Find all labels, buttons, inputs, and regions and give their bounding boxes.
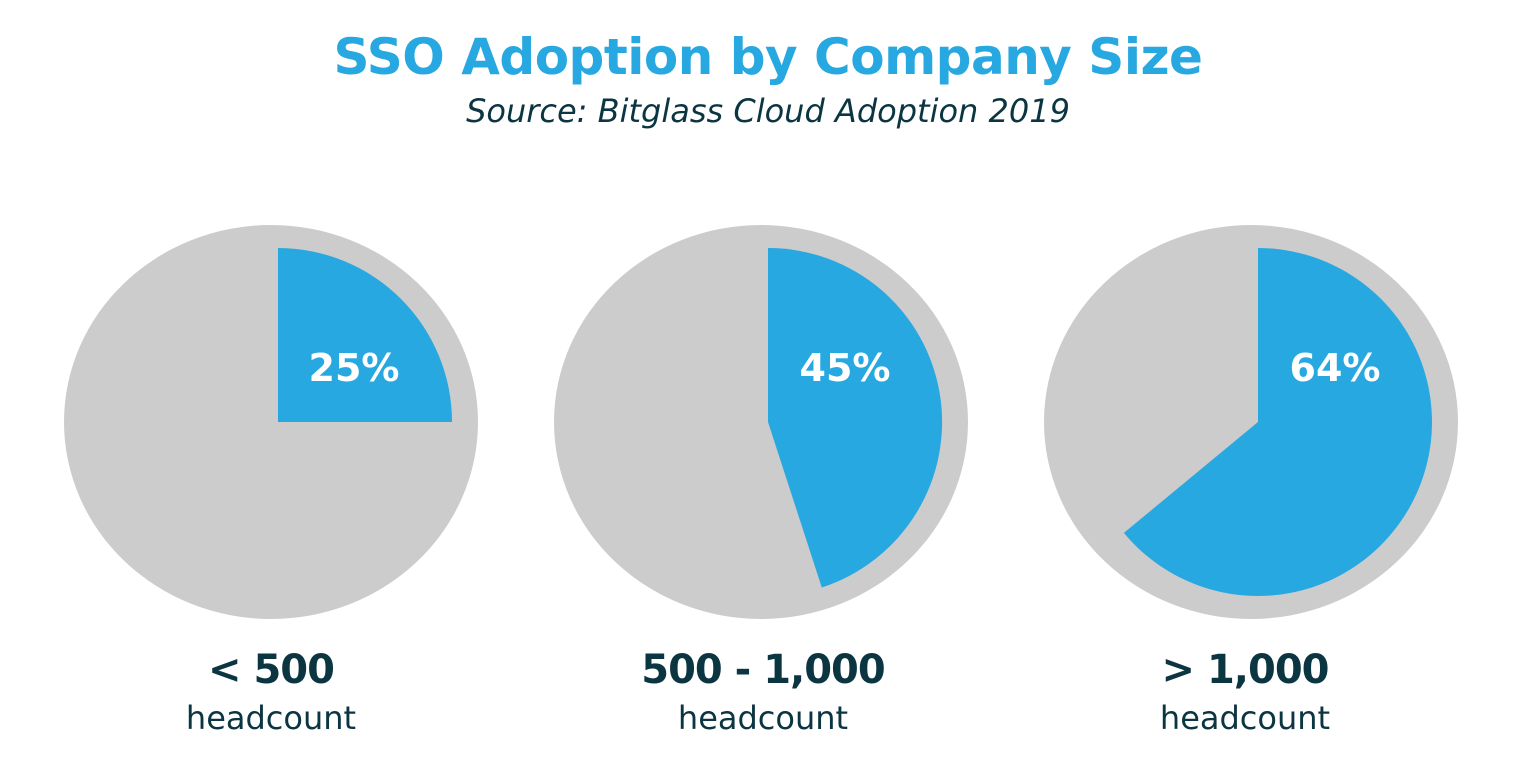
group-name: < 500 [208,647,335,693]
percent-label: 45% [800,346,891,390]
group-name: > 1,000 [1161,647,1330,693]
pie-chart-small: 25% [64,225,478,619]
chart-title: SSO Adoption by Company Size [333,28,1203,86]
percent-label: 25% [309,346,400,390]
pie-slice [768,247,943,588]
percent-label: 64% [1290,346,1381,390]
group-label-medium: 500 - 1,000 headcount [553,644,973,740]
pie-chart-large: 64% [1044,225,1458,619]
pie-slice [278,248,452,422]
group-name: 500 - 1,000 [641,647,885,693]
chart-subtitle: Source: Bitglass Cloud Adoption 2019 [466,92,1070,130]
pie-slice [1123,248,1432,597]
group-label-large: > 1,000 headcount [1035,644,1455,740]
group-label-small: < 500 headcount [61,644,481,740]
group-unit: headcount [185,699,357,737]
pie-chart-medium: 45% [554,225,968,619]
group-unit: headcount [1159,699,1331,737]
group-unit: headcount [677,699,849,737]
